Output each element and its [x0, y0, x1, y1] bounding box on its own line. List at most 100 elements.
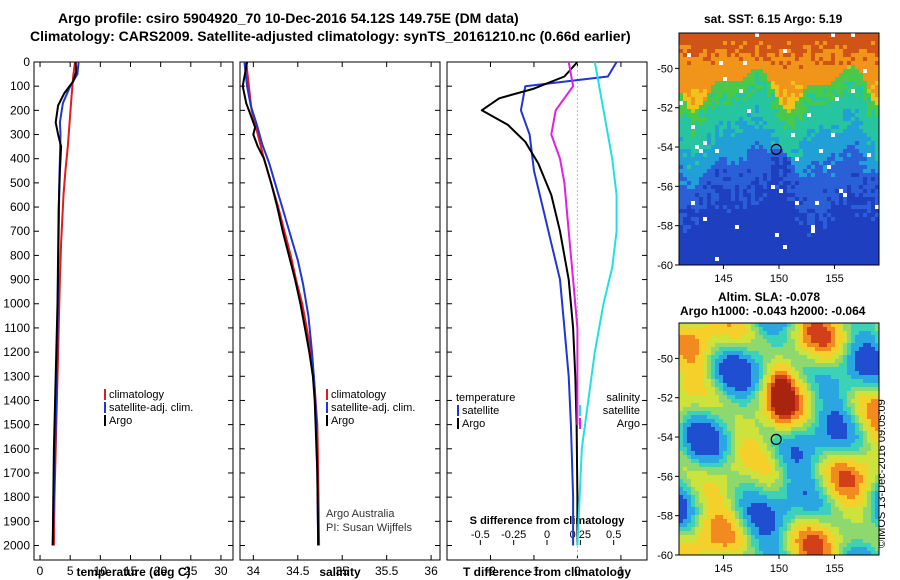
map-cell [763, 455, 767, 459]
map-cell [707, 169, 711, 173]
map-cell [783, 57, 787, 61]
map-cell [855, 81, 859, 85]
map-cell [727, 467, 731, 471]
map-cell [811, 451, 815, 455]
map-cell [691, 73, 695, 77]
map-cell [811, 65, 815, 69]
map-cell [863, 391, 867, 395]
map-cell [787, 105, 791, 109]
map-cell [735, 467, 739, 471]
map-cell [723, 237, 727, 241]
map-cell [731, 257, 735, 261]
map-cell [751, 177, 755, 181]
map-cell [679, 185, 683, 189]
map-cell [847, 137, 851, 141]
map-cell [851, 217, 855, 221]
map-cell [791, 391, 795, 395]
map-cell [811, 173, 815, 177]
map-cell [743, 245, 747, 249]
map-cell [703, 467, 707, 471]
map-cell [859, 93, 863, 97]
map-cell [791, 209, 795, 213]
map-cell [743, 61, 747, 65]
map-cell [803, 193, 807, 197]
map-cell [851, 89, 855, 93]
map-cell [847, 105, 851, 109]
map-cell [795, 97, 799, 101]
map-cell [707, 125, 711, 129]
map-cell [679, 431, 683, 435]
map-cell [695, 113, 699, 117]
map-cell [815, 93, 819, 97]
map-cell [715, 173, 719, 177]
map-cell [731, 253, 735, 257]
map-cell [827, 241, 831, 245]
map-cell [871, 169, 875, 173]
map-cell [695, 141, 699, 145]
map-cell [771, 447, 775, 451]
map-cell [715, 253, 719, 257]
map-cell [835, 221, 839, 225]
map-cell [703, 225, 707, 229]
map-cell [823, 197, 827, 201]
map-cell [679, 383, 683, 387]
map-cell [691, 443, 695, 447]
map-cell [851, 189, 855, 193]
map-cell [779, 351, 783, 355]
map-cell [711, 53, 715, 57]
map-cell [771, 181, 775, 185]
map-cell [863, 257, 867, 261]
map-cell [787, 93, 791, 97]
map-cell [847, 371, 851, 375]
map-cell [767, 225, 771, 229]
map-cell [851, 225, 855, 229]
map-cell [839, 257, 843, 261]
map-cell [695, 355, 699, 359]
map-cell [779, 261, 783, 265]
map-cell [755, 403, 759, 407]
map-cell [735, 407, 739, 411]
map-cell [743, 137, 747, 141]
map-cell [847, 347, 851, 351]
map-cell [711, 197, 715, 201]
map-cell [683, 459, 687, 463]
map-cell [727, 165, 731, 169]
map-cell [687, 463, 691, 467]
map-cell [783, 419, 787, 423]
map-cell [835, 133, 839, 137]
map-cell [827, 189, 831, 193]
map-cell [695, 331, 699, 335]
map-cell [731, 157, 735, 161]
map-cell [775, 379, 779, 383]
map-cell [759, 153, 763, 157]
map-cell [775, 93, 779, 97]
map-cell [739, 41, 743, 45]
map-cell [759, 65, 763, 69]
map-cell [731, 181, 735, 185]
map-cell [867, 229, 871, 233]
map-cell [707, 383, 711, 387]
map-cell [791, 339, 795, 343]
map-cell [687, 221, 691, 225]
map-cell [851, 347, 855, 351]
map-cell [739, 371, 743, 375]
map-cell [711, 113, 715, 117]
map-cell [767, 229, 771, 233]
map-cell [867, 173, 871, 177]
map-cell [687, 459, 691, 463]
map-cell [711, 129, 715, 133]
map-cell [851, 129, 855, 133]
map-cell [747, 323, 751, 327]
map-cell [687, 363, 691, 367]
map-cell [855, 351, 859, 355]
map-cell [831, 125, 835, 129]
map-cell [807, 455, 811, 459]
map-cell [723, 149, 727, 153]
map-cell [775, 351, 779, 355]
map-cell [815, 53, 819, 57]
map-cell [823, 141, 827, 145]
map-cell [799, 153, 803, 157]
map-cell [723, 395, 727, 399]
map-cell [691, 185, 695, 189]
map-cell [859, 339, 863, 343]
